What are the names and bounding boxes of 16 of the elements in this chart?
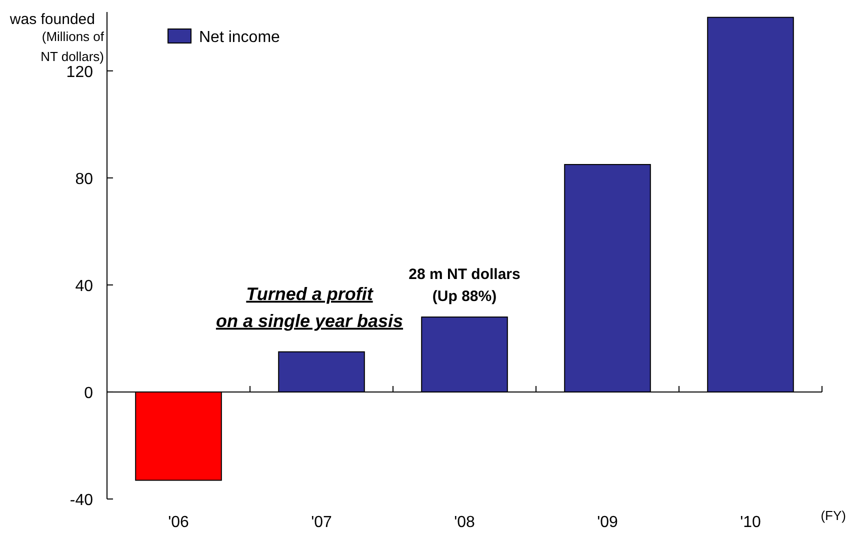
y-tick-label: 0: [84, 384, 94, 402]
x-tick-label: '07: [311, 514, 332, 531]
x-tick-label: '06: [168, 514, 190, 531]
y-tick-label: -40: [70, 492, 94, 509]
chart-title: was founded: [8, 11, 95, 28]
x-tick-label: '08: [454, 514, 476, 531]
annotation: 28 m NT dollars (Up 88%): [408, 266, 520, 306]
x-tick-label: '10: [740, 514, 762, 531]
x-tick-label: '09: [597, 514, 618, 531]
y-axis-title: (Millions of NT dollars): [40, 29, 104, 64]
annotation: Turned a profit on a single year basis: [216, 284, 404, 331]
legend-label: Net income: [199, 29, 280, 46]
x-axis-title: (FY): [820, 508, 846, 523]
y-tick-label: 80: [75, 170, 94, 188]
y-tick-label: 120: [66, 64, 94, 81]
y-tick-label: 40: [75, 278, 94, 295]
